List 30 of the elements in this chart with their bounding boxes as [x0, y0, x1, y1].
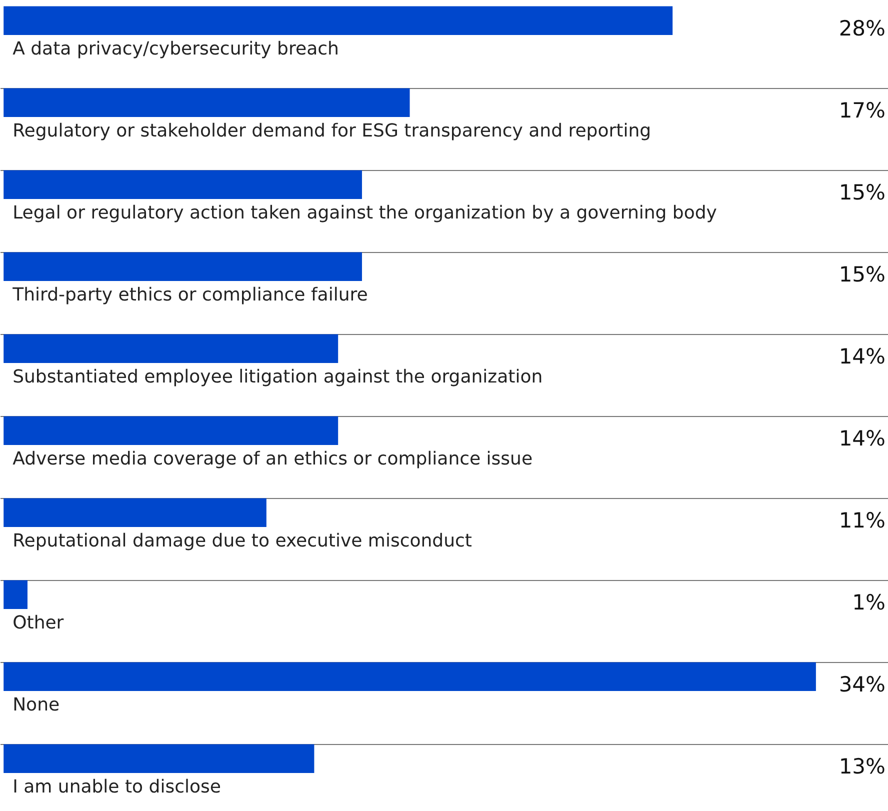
- bar: [4, 498, 266, 527]
- y-tick-label: Other: [12, 612, 64, 634]
- y-tick-label: I am unable to disclose: [12, 776, 221, 798]
- data-label: 17%: [838, 98, 886, 122]
- data-label: 34%: [838, 672, 886, 696]
- bar: [4, 252, 362, 281]
- y-tick-label: Third-party ethics or compliance failure: [12, 284, 368, 306]
- y-tick-label: Reputational damage due to executive misconduct: [12, 530, 472, 552]
- data-label: 15%: [838, 180, 886, 204]
- bar: [4, 6, 673, 35]
- bar: [4, 334, 338, 363]
- data-label: 15%: [838, 262, 886, 286]
- y-tick-label: Regulatory or stakeholder demand for ESG transparency and reporting: [12, 120, 652, 142]
- bar: [4, 170, 362, 199]
- data-label: 13%: [838, 754, 886, 778]
- y-tick-label: Substantiated employee litigation against the organization: [12, 366, 543, 388]
- y-tick-label: Adverse media coverage of an ethics or compliance issue: [12, 448, 533, 470]
- data-label: 11%: [838, 508, 886, 532]
- y-tick-label: Legal or regulatory action taken against the organization by a governing body: [12, 202, 718, 224]
- bar: [4, 744, 314, 773]
- data-label: 14%: [838, 426, 886, 450]
- data-label: 14%: [838, 344, 886, 368]
- data-label: 1%: [852, 590, 886, 614]
- data-label: 28%: [838, 16, 886, 40]
- y-tick-label: A data privacy/cybersecurity breach: [12, 38, 339, 60]
- bar: [4, 88, 410, 117]
- bar: [4, 416, 338, 445]
- bar: [4, 580, 28, 609]
- bar: [4, 662, 816, 691]
- y-tick-label: None: [12, 694, 60, 716]
